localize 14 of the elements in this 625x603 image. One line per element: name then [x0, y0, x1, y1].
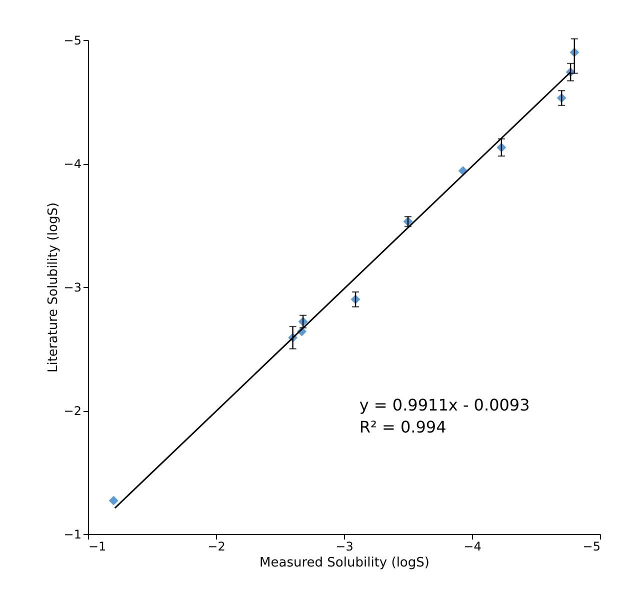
y-tick-label: −1: [64, 528, 82, 542]
x-tick-label: −2: [208, 540, 226, 554]
x-tick-label: −3: [336, 540, 354, 554]
y-tick-label: −3: [64, 280, 82, 294]
x-tick-label: −1: [88, 540, 106, 554]
x-tick-label: −4: [464, 540, 482, 554]
y-tick-label: −5: [64, 34, 82, 48]
annotation: y = 0.9911x - 0.0093: [359, 396, 530, 415]
annotation: R² = 0.994: [359, 418, 446, 437]
y-tick-label: −4: [64, 157, 82, 171]
y-tick-label: −2: [64, 404, 82, 418]
y-axis-title: Literature Solubility (logS): [46, 202, 61, 373]
x-axis-title: Measured Solubility (logS): [260, 556, 430, 570]
x-tick-label: −5: [582, 540, 600, 554]
